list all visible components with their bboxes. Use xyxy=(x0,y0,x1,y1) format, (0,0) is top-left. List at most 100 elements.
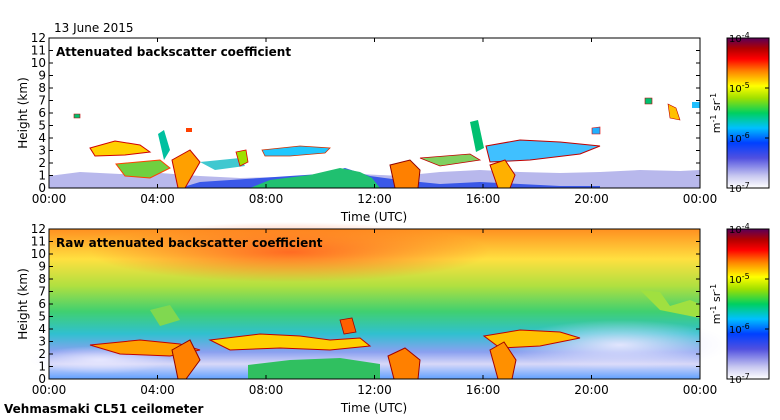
bottom-y-tick-label: 4 xyxy=(38,322,46,336)
top-cloud-7 xyxy=(261,145,331,157)
bottom-colorbar-tick-label: 10-7 xyxy=(729,372,750,386)
top-colorbar-tick-label: 10-7 xyxy=(729,181,750,195)
top-colorbar-tick-label: 10-4 xyxy=(729,31,750,45)
bottom-colorbar-tick-label: 10-6 xyxy=(729,322,750,336)
bottom-colorbar-label: m-1 sr-1 xyxy=(709,284,723,324)
top-y-tick-label: 11 xyxy=(31,44,46,58)
panel-bottom-plot-area xyxy=(30,222,730,380)
panel-top-plot-area xyxy=(49,97,700,189)
bottom-x-axis-label: Time (UTC) xyxy=(340,401,407,415)
top-y-tick-label: 0 xyxy=(38,181,46,195)
bottom-x-tick-label: 12:00 xyxy=(357,383,392,397)
top-cloud-2 xyxy=(115,159,171,179)
top-cloud-14 xyxy=(644,97,653,105)
bottom-cloud-3 xyxy=(208,333,372,351)
bottom-x-tick-label: 20:00 xyxy=(574,383,609,397)
top-colorbar-ticks: 10-4 10-5 10-6 10-7 xyxy=(729,31,769,195)
top-cloud-15 xyxy=(667,103,681,121)
top-colorbar-tick-label: 10-5 xyxy=(729,81,750,95)
top-x-tick-label: 12:00 xyxy=(357,192,392,206)
bottom-colorbar xyxy=(726,228,770,380)
bottom-y-tick-label: 5 xyxy=(38,310,46,324)
bottom-x-axis: 00:00 04:00 08:00 12:00 16:00 20:00 00:00 xyxy=(32,229,718,397)
top-y-axis-label: Height (km) xyxy=(16,77,30,148)
top-cloud-17 xyxy=(73,113,81,119)
bottom-y-tick-label: 8 xyxy=(38,272,46,286)
top-x-axis-label: Time (UTC) xyxy=(340,210,407,224)
bottom-cloud-7 xyxy=(489,341,517,380)
top-x-tick-label: 08:00 xyxy=(249,192,284,206)
top-y-tick-label: 1 xyxy=(38,169,46,183)
bottom-warm-noise-region xyxy=(90,222,490,282)
bottom-colorbar-tick-label: 10-4 xyxy=(729,222,750,236)
bottom-y-tick-label: 2 xyxy=(38,347,46,361)
bottom-y-tick-label: 3 xyxy=(38,335,46,349)
top-cloud-18 xyxy=(186,128,192,132)
instrument-label: Vehmasmaki CL51 ceilometer xyxy=(4,402,204,416)
top-x-tick-label: 00:00 xyxy=(683,192,718,206)
date-label: 13 June 2015 xyxy=(54,21,134,35)
top-cloud-16 xyxy=(692,102,700,108)
bottom-y-tick-label: 10 xyxy=(31,247,46,261)
top-y-tick-label: 6 xyxy=(38,106,46,120)
bottom-x-tick-label: 08:00 xyxy=(249,383,284,397)
bottom-x-tick-label: 04:00 xyxy=(140,383,175,397)
bottom-y-tick-label: 1 xyxy=(38,360,46,374)
top-cloud-12 xyxy=(470,120,484,152)
top-y-tick-label: 3 xyxy=(38,144,46,158)
panel-top: Attenuated backscatter coefficient 01234… xyxy=(16,31,770,224)
top-y-tick-label: 5 xyxy=(38,119,46,133)
bottom-cloud-8 xyxy=(640,290,700,318)
top-y-tick-label: 2 xyxy=(38,156,46,170)
bottom-y-tick-label: 0 xyxy=(38,372,46,386)
bottom-x-tick-label: 00:00 xyxy=(683,383,718,397)
bottom-cloud-4 xyxy=(339,317,357,335)
top-colorbar xyxy=(726,37,770,189)
top-x-tick-label: 00:00 xyxy=(32,192,67,206)
top-y-tick-label: 7 xyxy=(38,94,46,108)
bottom-y-tick-label: 7 xyxy=(38,285,46,299)
top-x-tick-label: 16:00 xyxy=(466,192,501,206)
bottom-green-layer xyxy=(248,358,380,379)
bottom-cloud-2 xyxy=(171,339,201,380)
top-cloud-13 xyxy=(591,126,601,135)
bottom-title: Raw attenuated backscatter coefficient xyxy=(56,236,323,250)
top-x-tick-label: 04:00 xyxy=(140,192,175,206)
top-cloud-6 xyxy=(235,149,249,167)
bottom-colorbar-tick-label: 10-5 xyxy=(729,272,750,286)
bottom-colorbar-ticks: 10-4 10-5 10-6 10-7 xyxy=(729,222,769,386)
top-cloud-10 xyxy=(485,139,601,163)
top-cloud-5 xyxy=(200,158,245,170)
bottom-y-tick-label: 12 xyxy=(31,222,46,236)
top-y-tick-label: 4 xyxy=(38,131,46,145)
top-y-tick-label: 10 xyxy=(31,56,46,70)
top-cloud-3 xyxy=(158,130,170,160)
top-cloud-4 xyxy=(171,149,201,189)
top-y-tick-label: 12 xyxy=(31,31,46,45)
bottom-low-noise-band xyxy=(510,320,730,370)
top-x-axis: 00:00 04:00 08:00 12:00 16:00 20:00 00:00 xyxy=(32,38,718,206)
bottom-y-axis-label: Height (km) xyxy=(16,268,30,339)
top-y-tick-label: 8 xyxy=(38,81,46,95)
bottom-y-tick-label: 6 xyxy=(38,297,46,311)
top-title: Attenuated backscatter coefficient xyxy=(56,45,291,59)
top-colorbar-label: m-1 sr-1 xyxy=(709,93,723,133)
bottom-cloud-5 xyxy=(387,347,421,380)
top-cloud-9 xyxy=(419,153,482,167)
panel-bottom: Raw attenuated backscatter coefficient 0… xyxy=(16,222,770,415)
bottom-y-tick-label: 11 xyxy=(31,235,46,249)
top-cloud-1 xyxy=(89,140,152,157)
top-cloud-8 xyxy=(389,159,421,189)
bottom-x-tick-label: 00:00 xyxy=(32,383,67,397)
bottom-x-tick-label: 16:00 xyxy=(466,383,501,397)
top-x-tick-label: 20:00 xyxy=(574,192,609,206)
bottom-cloud-9 xyxy=(150,305,180,326)
top-green-aerosol-layer xyxy=(250,168,380,188)
bottom-y-tick-label: 9 xyxy=(38,260,46,274)
top-colorbar-tick-label: 10-6 xyxy=(729,131,750,145)
top-cloud-11 xyxy=(489,159,516,189)
top-y-tick-label: 9 xyxy=(38,69,46,83)
